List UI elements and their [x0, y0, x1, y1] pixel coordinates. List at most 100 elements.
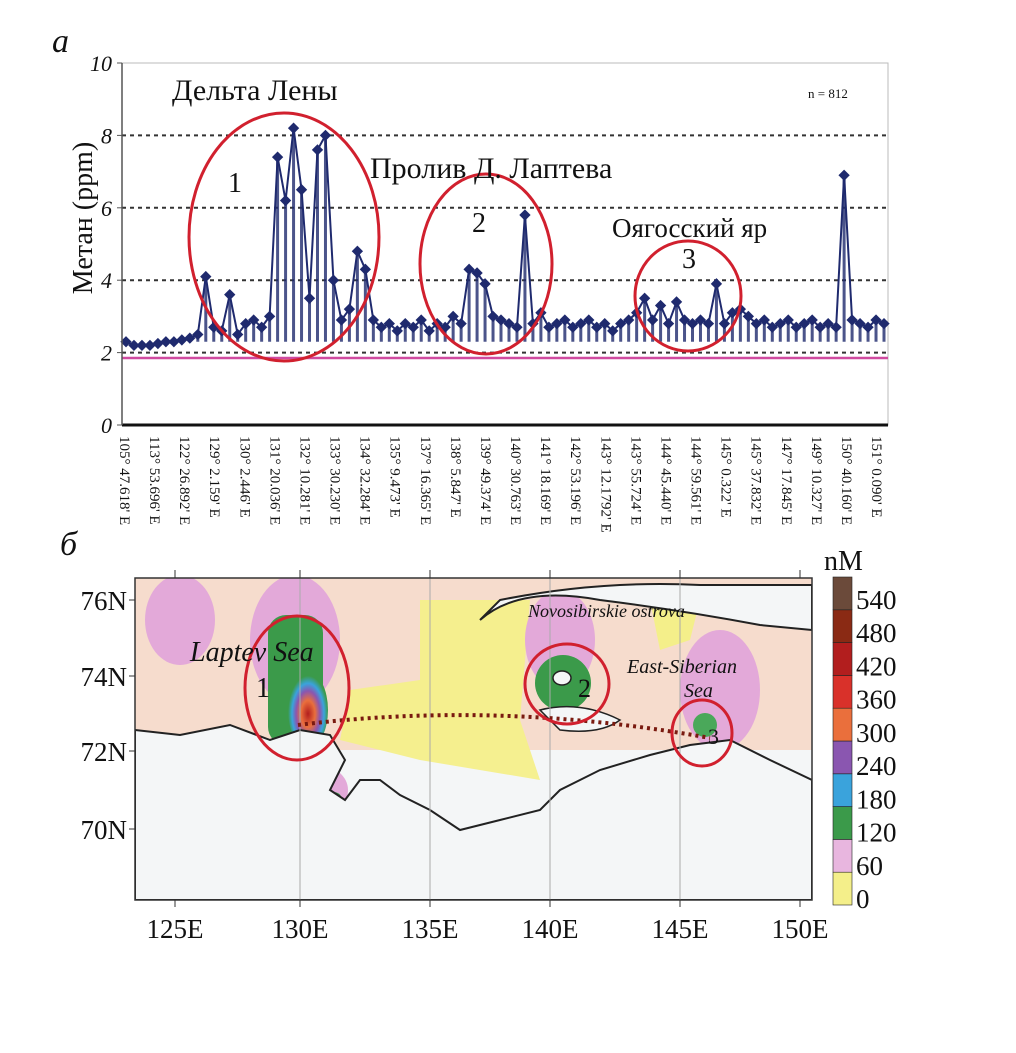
x-tick-label: 130° 2.446' E: [236, 436, 252, 518]
data-point: [726, 307, 739, 319]
x-tick-label: 143° 12.1792' E: [597, 436, 613, 533]
annotation-oyagos-yar: Оягосский яр: [612, 213, 767, 243]
region-2-circle: [418, 172, 554, 356]
data-point: [367, 314, 380, 326]
data-point: [646, 314, 659, 326]
colorbar-tick-label: 420: [856, 651, 897, 681]
x-tick-label: 141° 18.169' E: [537, 436, 553, 525]
data-point: [415, 314, 427, 326]
lat-tick-label: 70N: [81, 815, 128, 845]
x-tick-label: 140° 30.763' E: [507, 436, 523, 525]
data-point: [423, 325, 435, 337]
data-point: [447, 310, 459, 323]
lon-tick-label: 125E: [147, 914, 204, 944]
data-point: [519, 209, 531, 221]
data-point: [583, 314, 595, 326]
y-axis-label: Метан (ppm): [68, 142, 99, 294]
data-point: [854, 317, 866, 330]
data-point: [152, 337, 164, 350]
data-point: [742, 310, 755, 323]
x-tick-label: 132° 10.281' E: [296, 436, 312, 525]
data-point: [607, 325, 619, 337]
data-point: [543, 321, 555, 333]
data-point: [654, 299, 667, 312]
y-tick-label: 4: [101, 268, 112, 293]
colorbar-segment: [832, 642, 853, 676]
data-point: [702, 317, 715, 330]
colorbar-segment: [832, 773, 853, 807]
data-point: [255, 321, 268, 333]
x-tick-label: 134° 32.284' E: [357, 436, 373, 525]
data-point: [335, 314, 348, 326]
region-1-circle: [187, 111, 381, 363]
data-point: [686, 317, 699, 330]
transect-path: [297, 713, 711, 740]
colorbar-segment: [832, 839, 853, 873]
data-point: [822, 317, 834, 330]
annotation-laptev-strait: Пролив Д. Лаптева: [370, 152, 612, 185]
data-point: [559, 314, 571, 326]
data-point: [399, 317, 411, 330]
x-tick-label: 142° 53.196' E: [567, 436, 583, 525]
data-point: [710, 278, 723, 290]
plot-area: [121, 62, 889, 426]
region-number-1: 1: [228, 168, 242, 199]
region-2-circle-map: [523, 642, 611, 726]
x-tick-label: 137° 16.365' E: [417, 436, 433, 525]
colorbar-tick-label: 480: [856, 618, 897, 648]
data-point: [168, 336, 180, 348]
label-laptev-sea: Laptev Sea: [189, 637, 314, 668]
data-point: [678, 314, 691, 326]
data-point: [766, 321, 778, 333]
x-tick-label: 138° 5.847' E: [447, 436, 463, 518]
colorbar-segment: [832, 806, 853, 840]
colorbar-segment: [832, 740, 853, 775]
data-point: [343, 303, 356, 315]
map-number-2: 2: [578, 674, 591, 703]
data-point: [599, 317, 611, 330]
colorbar-tick-label: 180: [856, 784, 897, 814]
novosibirsk-islands: [479, 583, 812, 632]
x-tick-label: 149° 10.327' E: [808, 436, 824, 525]
y-tick-label: 10: [90, 51, 112, 76]
data-point: [670, 296, 683, 308]
colorbar-unit: nM: [824, 546, 863, 577]
data-point: [263, 310, 276, 323]
data-point: [591, 321, 603, 333]
data-point: [463, 263, 475, 275]
data-point: [846, 314, 858, 326]
data-point: [160, 336, 172, 348]
lat-tick-label: 74N: [81, 662, 128, 692]
data-point: [878, 317, 890, 330]
data-point: [184, 332, 196, 344]
x-tick-label: 122° 26.892' E: [176, 436, 192, 525]
data-point: [830, 321, 842, 333]
data-point: [248, 314, 260, 326]
data-point: [814, 321, 826, 333]
label-east-siberian: East-Siberian: [626, 656, 737, 678]
data-point: [838, 169, 850, 181]
lon-tick-label: 140E: [522, 914, 579, 944]
colorbar-segment: [832, 675, 853, 709]
lon-tick-label: 130E: [272, 914, 329, 944]
methane-chart: 0 2 4 6 8 10 105° 47.618' E 113° 53.696' E 122°…: [90, 51, 890, 533]
hotspot-3: [693, 713, 717, 737]
x-tick-label: 133° 30.230' E: [327, 436, 343, 525]
x-tick-label: 143° 55.724' E: [627, 436, 643, 525]
x-tick-label: 135° 9.473' E: [387, 436, 403, 518]
colorbar-segment: [832, 871, 853, 906]
data-point: [240, 317, 252, 330]
data-point: [136, 339, 148, 352]
data-point: [295, 184, 308, 196]
y-tick-label: 8: [101, 123, 112, 148]
colorbar-tick-label: 120: [856, 818, 897, 848]
region-number-3: 3: [682, 244, 696, 275]
colorbar-segment: [832, 707, 853, 742]
data-point: [271, 151, 284, 163]
data-point: [575, 317, 587, 330]
y-tick-label: 6: [101, 196, 112, 221]
y-tick-label: 2: [101, 341, 112, 366]
data-point: [279, 194, 292, 207]
x-tick-label: 145° 0.322' E: [718, 436, 734, 518]
